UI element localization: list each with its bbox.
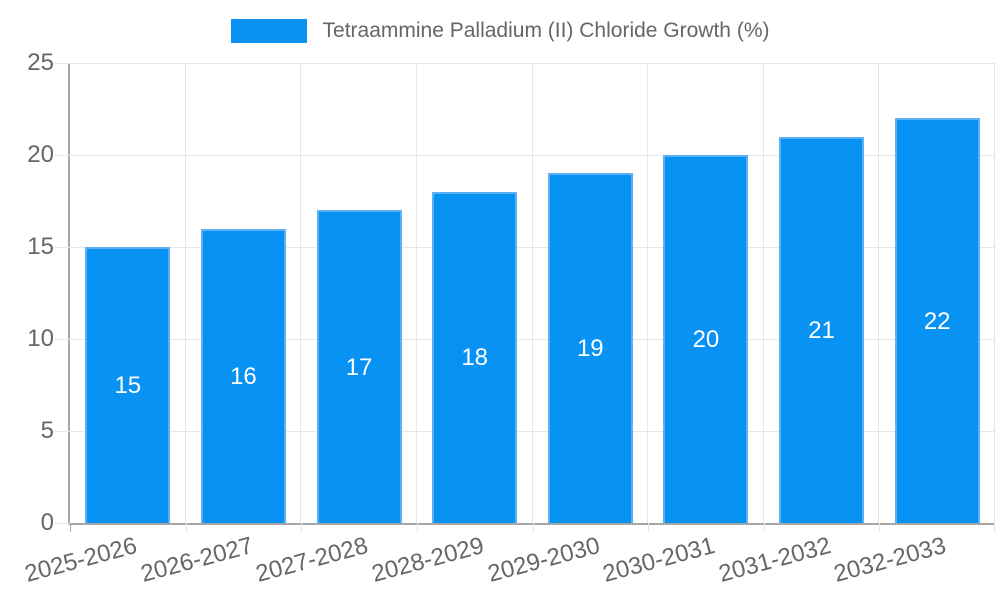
y-tick-label: 5 <box>40 417 54 444</box>
y-tick-mark <box>54 154 70 156</box>
bar-value-label: 22 <box>923 307 951 335</box>
bar[interactable]: 19 <box>547 173 633 523</box>
x-tick-mark <box>70 523 71 532</box>
x-tick-mark <box>763 523 765 532</box>
x-tick-mark <box>532 523 534 532</box>
gridline-vertical <box>415 63 417 523</box>
y-tick-mark <box>54 522 70 524</box>
x-tick-mark <box>648 523 650 532</box>
x-tick-mark <box>994 523 995 532</box>
bar[interactable]: 22 <box>894 118 980 523</box>
bar[interactable]: 15 <box>85 247 171 523</box>
bar-value-label: 16 <box>230 362 257 390</box>
x-tick-label: 2031-2032 <box>715 532 834 588</box>
bar[interactable]: 17 <box>316 210 402 523</box>
x-axis: 2025-2026 2026-2027 2027-2028 2028-2029 2029… <box>22 525 993 595</box>
y-tick-label: 10 <box>27 325 54 352</box>
gridline-vertical <box>647 63 649 523</box>
gridline-vertical <box>300 63 302 523</box>
bar-value-label: 18 <box>461 344 489 372</box>
bar[interactable]: 18 <box>432 191 518 523</box>
bar-value-label: 21 <box>808 316 835 344</box>
legend-label: Tetraammine Palladium (II) Chloride Grow… <box>322 19 770 42</box>
bar[interactable]: 16 <box>200 228 286 523</box>
gridline-horizontal <box>70 154 995 156</box>
y-tick-label: 25 <box>27 49 54 76</box>
x-tick-mark <box>185 523 187 532</box>
x-tick-mark <box>416 523 418 532</box>
x-tick-label: 2029-2030 <box>484 532 603 588</box>
y-tick-mark <box>54 62 70 64</box>
x-tick-label: 2026-2027 <box>137 532 256 588</box>
gridline-vertical <box>184 63 186 523</box>
y-tick-label: 0 <box>40 509 54 536</box>
bar-value-label: 19 <box>576 335 604 363</box>
x-tick-label: 2025-2026 <box>21 532 140 588</box>
y-tick-mark <box>54 246 70 248</box>
y-tick-mark <box>54 430 70 432</box>
x-tick-label: 2028-2029 <box>368 532 487 588</box>
y-axis: 0 5 10 15 20 25 <box>0 50 54 536</box>
plot-area: 15 16 17 18 19 20 21 22 <box>54 62 995 532</box>
bar-value-label: 17 <box>345 353 373 381</box>
legend-swatch <box>230 19 307 43</box>
gridline-vertical <box>878 63 880 523</box>
bar[interactable]: 20 <box>663 155 749 523</box>
y-tick-mark <box>54 338 70 340</box>
x-tick-label: 2027-2028 <box>253 532 372 588</box>
bar-value-label: 15 <box>114 372 142 399</box>
gridline-vertical <box>994 63 995 523</box>
x-tick-label: 2030-2031 <box>600 532 718 588</box>
x-tick-mark <box>301 523 303 532</box>
gridline-horizontal <box>70 338 995 340</box>
legend-item[interactable]: Tetraammine Palladium (II) Chloride Grow… <box>230 19 770 43</box>
y-tick-label: 15 <box>27 233 54 260</box>
bar-value-label: 20 <box>692 326 720 353</box>
y-tick-label: 20 <box>27 141 54 168</box>
gridline-horizontal <box>70 430 995 432</box>
x-tick-mark <box>879 523 881 532</box>
gridline-vertical <box>762 63 764 523</box>
gridline-horizontal <box>70 62 995 64</box>
x-tick-label: 2032-2033 <box>831 532 950 588</box>
gridline-vertical <box>531 63 533 523</box>
bar[interactable]: 21 <box>779 136 865 523</box>
chart-legend: Tetraammine Palladium (II) Chloride Grow… <box>0 16 1000 46</box>
gridline-horizontal <box>70 246 995 248</box>
